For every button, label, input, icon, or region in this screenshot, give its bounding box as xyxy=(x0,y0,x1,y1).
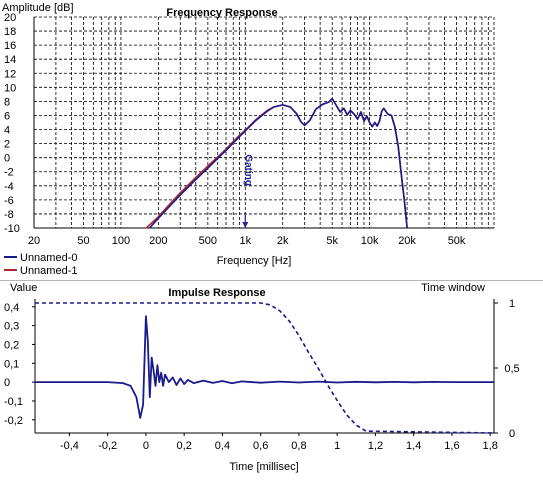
x-tick-label: 1,4 xyxy=(406,440,421,452)
y-tick-label: 0 xyxy=(4,153,10,165)
y-tick-label: 18 xyxy=(4,26,16,38)
series-line-unnamed-0 xyxy=(149,97,408,229)
y-tick-label: 0,3 xyxy=(4,321,19,333)
impulse-line xyxy=(35,315,494,419)
y-tick-label: -6 xyxy=(4,195,14,207)
y-tick-label: 14 xyxy=(4,54,16,66)
x-tick-label: 50k xyxy=(448,235,466,247)
y-tick-label: 4 xyxy=(4,125,10,137)
y-tick-label: 2 xyxy=(4,139,10,151)
y2-tick-label: 0,5 xyxy=(504,363,519,375)
y-tick-label: 12 xyxy=(4,68,16,80)
x-tick-label: 0,4 xyxy=(215,440,230,452)
y2-tick-label: 1 xyxy=(509,298,515,310)
gating-annotation: Gating xyxy=(242,154,253,186)
x-tick-label: 2k xyxy=(277,235,289,247)
time-window-line xyxy=(35,302,495,434)
legend-label: Unnamed-0 xyxy=(20,252,77,264)
x-tick-label: 5k xyxy=(326,235,338,247)
y-tick-label: 0,2 xyxy=(4,339,19,351)
x-tick-label: 1 xyxy=(334,440,340,452)
x-tick-label: 1,6 xyxy=(444,440,459,452)
legend-label: Unnamed-1 xyxy=(20,265,77,277)
x-axis-title: Frequency [Hz] xyxy=(217,255,292,267)
x-tick-label: 100 xyxy=(112,235,130,247)
x-tick-label: -0,4 xyxy=(60,440,79,452)
x-tick-label: 10k xyxy=(361,235,379,247)
y-tick-label: -10 xyxy=(4,223,20,235)
y-axis-title: Amplitude [dB] xyxy=(2,2,74,14)
x-tick-label: -0,2 xyxy=(98,440,117,452)
y-tick-label: 0,1 xyxy=(4,358,19,370)
x-tick-label: 0,6 xyxy=(253,440,268,452)
x-tick-label: 1,8 xyxy=(483,440,498,452)
y-tick-label: 10 xyxy=(4,82,16,94)
y-tick-label: -0,2 xyxy=(4,415,23,427)
impulse-response-chart: 0,4 0,3 0,2 0,1 0 -0,1 -0,2 -0,4 -0,2 0 0,2 0,4 0,6 0… xyxy=(4,282,520,473)
gating-marker-arrow xyxy=(242,222,249,228)
x-tick-label: 50 xyxy=(77,235,89,247)
x-tick-label: 0,2 xyxy=(177,440,192,452)
chart-title: Frequency Response xyxy=(166,7,277,19)
y-tick-label: -0,1 xyxy=(4,396,23,408)
x-tick-label: 1k xyxy=(239,235,251,247)
x-axis-title: Time [millisec] xyxy=(229,461,298,473)
y-axis-title: Value xyxy=(10,282,37,294)
y-tick-label: -4 xyxy=(4,181,14,193)
y-tick-label: 8 xyxy=(4,96,10,108)
y-tick-label: 0,4 xyxy=(4,302,19,314)
x-tick-label: 200 xyxy=(149,235,167,247)
x-tick-label: 500 xyxy=(199,235,217,247)
x-tick-label: 1,2 xyxy=(368,440,383,452)
y-tick-label: 20 xyxy=(4,12,16,24)
x-tick-label: 20 xyxy=(28,235,40,247)
y-tick-label: 16 xyxy=(4,40,16,52)
y-tick-label: 0 xyxy=(4,377,10,389)
y-tick-label: -2 xyxy=(4,167,14,179)
y2-axis-title: Time window xyxy=(421,282,485,294)
y-tick-label: 6 xyxy=(4,110,10,122)
x-tick-label: 0 xyxy=(143,440,149,452)
x-tick-label: 20k xyxy=(398,235,416,247)
y-tick-label: -8 xyxy=(4,209,14,221)
x-tick-label: 0,8 xyxy=(291,440,306,452)
y2-tick-label: 0 xyxy=(509,428,515,440)
chart-title: Impulse Response xyxy=(168,287,265,299)
